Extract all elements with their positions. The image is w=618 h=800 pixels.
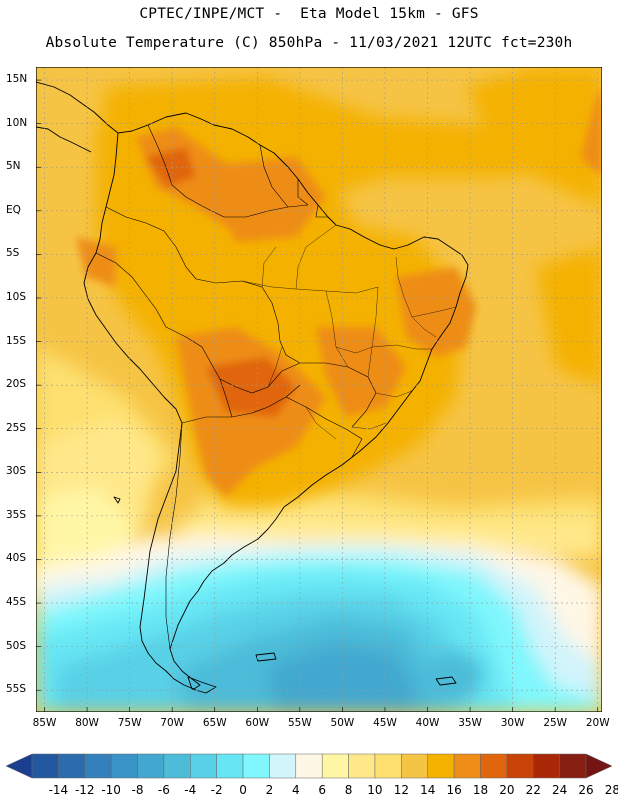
legend-arrow-low	[6, 753, 33, 779]
lat-label: 50S	[6, 639, 27, 652]
lon-label: 45W	[373, 717, 397, 729]
legend-swatch	[163, 753, 191, 779]
legend-swatch	[216, 753, 244, 779]
lon-label: 30W	[500, 717, 525, 729]
legend-swatch	[242, 753, 270, 779]
legend-swatch	[137, 753, 165, 779]
legend-value: 8	[344, 783, 353, 797]
legend-value: 12	[393, 783, 409, 797]
lat-label: 5S	[6, 247, 20, 260]
legend-swatch	[480, 753, 508, 779]
color-legend	[6, 753, 612, 779]
header-line-1: CPTEC/INPE/MCT - Eta Model 15km - GFS	[139, 6, 479, 22]
legend-value: -2	[210, 783, 223, 797]
legend-swatch	[295, 753, 323, 779]
legend-value: 6	[318, 783, 327, 797]
legend-swatch	[401, 753, 428, 779]
lat-label: 15S	[6, 334, 27, 347]
lat-label: 55S	[6, 683, 27, 696]
lat-label: 30S	[6, 465, 27, 478]
legend-value: 18	[472, 783, 489, 797]
legend-value: 10	[367, 783, 383, 797]
lat-label: 25S	[6, 421, 27, 434]
legend-value: 4	[291, 783, 300, 797]
legend-swatch	[532, 753, 560, 779]
country-borders	[95, 124, 377, 650]
legend-swatch	[190, 753, 217, 779]
lat-lon-gridlines	[36, 67, 602, 712]
lon-label: 65W	[202, 717, 227, 729]
legend-swatch	[427, 753, 455, 779]
legend-swatch	[269, 753, 297, 779]
lat-label: 15N	[6, 73, 28, 86]
lat-label: 10S	[6, 290, 27, 303]
legend-value: -10	[101, 783, 121, 797]
lat-label: 5N	[6, 160, 21, 173]
lon-label: 80W	[75, 717, 99, 729]
legend-value: -14	[48, 783, 69, 797]
legend-swatch	[321, 753, 349, 779]
legend-swatch	[348, 753, 376, 779]
legend-swatch	[453, 753, 481, 779]
legend-value: 14	[420, 783, 436, 797]
legend-value: 0	[239, 783, 247, 797]
lat-label: EQ	[6, 203, 21, 216]
legend-arrow-high	[585, 753, 612, 779]
legend-value: 28	[604, 783, 618, 797]
lat-label: 35S	[6, 508, 27, 521]
map-panel	[36, 67, 602, 712]
legend-swatch	[374, 753, 402, 779]
legend-value: -6	[157, 783, 170, 797]
lon-label: 25W	[543, 717, 568, 729]
lat-label: 20S	[6, 378, 27, 391]
lon-label: 55W	[287, 717, 312, 729]
lon-label: 85W	[32, 717, 57, 729]
legend-value: 20	[499, 783, 515, 797]
legend-value: -8	[131, 783, 144, 797]
legend-value: 24	[551, 783, 568, 797]
legend-value: 16	[446, 783, 462, 797]
legend-value: 26	[578, 783, 594, 797]
coastlines	[36, 81, 469, 694]
lon-label: 75W	[117, 717, 142, 729]
legend-swatch	[559, 753, 587, 779]
temperature-field	[36, 67, 602, 712]
lon-label: 35W	[458, 717, 482, 729]
lon-label: 40W	[415, 717, 440, 729]
legend-value: -4	[184, 783, 197, 797]
legend-swatch	[84, 753, 112, 779]
lon-label: 50W	[330, 717, 355, 729]
lon-label: 60W	[245, 717, 270, 729]
lat-label: 10N	[6, 116, 28, 129]
lon-label: 20W	[585, 717, 610, 729]
legend-value: 22	[525, 783, 541, 797]
legend-value: 2	[265, 783, 274, 797]
lat-label: 40S	[6, 552, 27, 565]
legend-swatch	[58, 753, 86, 779]
lon-label: 70W	[160, 717, 185, 729]
legend-swatch	[506, 753, 534, 779]
legend-swatch	[110, 753, 138, 779]
header-line-2: Absolute Temperature (C) 850hPa - 11/03/…	[45, 35, 573, 51]
lat-label: 45S	[6, 596, 27, 609]
legend-swatch	[31, 753, 59, 779]
legend-value: -12	[74, 783, 95, 797]
